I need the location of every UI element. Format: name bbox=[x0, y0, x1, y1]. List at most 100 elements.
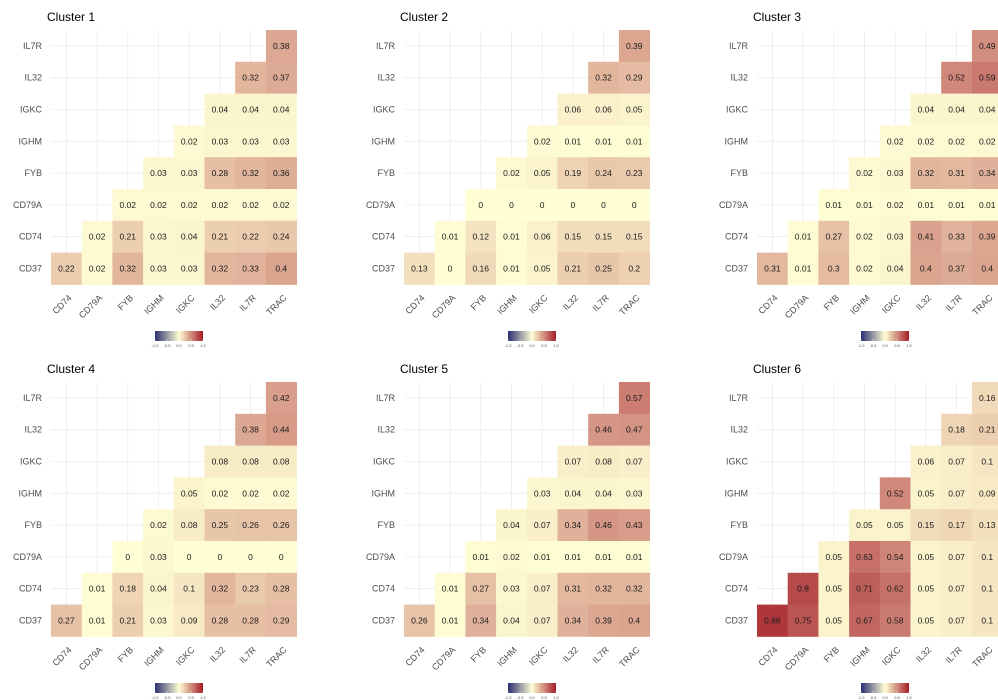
heatmap-cell bbox=[526, 604, 558, 637]
heatmap-cell bbox=[51, 604, 83, 637]
cell-value-label: 0.03 bbox=[887, 232, 904, 242]
heatmap-cell bbox=[910, 477, 942, 510]
heatmap-cell bbox=[618, 30, 650, 63]
heatmap-cell bbox=[910, 509, 942, 542]
cell-value-label: 0.02 bbox=[181, 136, 198, 146]
x-tick-label: IGHM bbox=[495, 645, 519, 669]
cell-value-label: 0.06 bbox=[918, 457, 935, 467]
cell-value-label: 0.17 bbox=[948, 520, 965, 530]
cell-value-label: 0.03 bbox=[242, 136, 259, 146]
heatmap-cell bbox=[235, 189, 267, 222]
y-tick-label: CD79A bbox=[719, 552, 748, 562]
x-tick-label: CD74 bbox=[403, 645, 426, 668]
heatmap-cell bbox=[143, 157, 175, 190]
heatmap-cell bbox=[618, 220, 650, 253]
cell-value-label: 0.52 bbox=[887, 488, 904, 498]
panel-title: Cluster 5 bbox=[400, 362, 448, 376]
cell-value-label: 0.02 bbox=[856, 264, 873, 274]
heatmap-cell bbox=[51, 252, 83, 285]
heatmap-cell bbox=[173, 477, 205, 510]
cell-value-label: 0.01 bbox=[626, 552, 643, 562]
cell-value-label: 0.06 bbox=[595, 105, 612, 115]
x-tick-label: IL32 bbox=[561, 645, 580, 664]
cell-value-label: 0.08 bbox=[242, 457, 259, 467]
cell-value-label: 0.05 bbox=[534, 168, 551, 178]
panel-title: Cluster 6 bbox=[753, 362, 801, 376]
heatmap-cell bbox=[204, 93, 236, 126]
x-tick-label: FYB bbox=[469, 293, 488, 312]
heatmap-cell bbox=[971, 382, 998, 415]
legend-tick-label: -0.5 bbox=[517, 695, 525, 700]
heatmap-cell bbox=[971, 157, 998, 190]
y-tick-label: IL7R bbox=[729, 41, 749, 51]
heatmap-cell bbox=[265, 30, 297, 63]
x-tick-label: TRAC bbox=[264, 292, 289, 317]
heatmap-cell bbox=[588, 541, 620, 574]
cell-value-label: 0.03 bbox=[150, 552, 167, 562]
cell-value-label: 0.34 bbox=[472, 616, 489, 626]
legend-tick-label: 0.5 bbox=[188, 695, 194, 700]
heatmap-cell bbox=[557, 541, 589, 574]
x-tick-label: FYB bbox=[116, 293, 135, 312]
heatmap-cell bbox=[818, 541, 850, 574]
heatmap-cell bbox=[526, 157, 558, 190]
cell-value-label: 0.23 bbox=[242, 584, 259, 594]
cell-value-label: 0.15 bbox=[595, 232, 612, 242]
heatmap-cell bbox=[235, 220, 267, 253]
heatmap-cell bbox=[618, 413, 650, 446]
heatmap-cell bbox=[941, 477, 973, 510]
heatmap-cell bbox=[235, 125, 267, 158]
cell-value-label: 0.02 bbox=[273, 200, 290, 210]
heatmap-cell bbox=[235, 252, 267, 285]
panel-title: Cluster 2 bbox=[400, 10, 448, 24]
color-legend: -1.0 -0.5 0.0 0.5 1.0 bbox=[858, 331, 913, 348]
heatmap-cell bbox=[971, 93, 998, 126]
legend-tick-label: -1.0 bbox=[152, 343, 160, 348]
cell-value-label: 0.33 bbox=[242, 264, 259, 274]
heatmap-cell bbox=[910, 157, 942, 190]
heatmap-cell bbox=[112, 541, 144, 574]
heatmap-cell bbox=[618, 382, 650, 415]
cell-value-label: 0.04 bbox=[273, 105, 290, 115]
cell-value-label: 0.04 bbox=[181, 232, 198, 242]
heatmap-cell bbox=[235, 509, 267, 542]
heatmap-cell bbox=[849, 252, 881, 285]
heatmap-cell bbox=[941, 61, 973, 94]
cell-value-label: 0.08 bbox=[273, 457, 290, 467]
cell-value-label: 0.02 bbox=[948, 136, 965, 146]
cell-value-label: 0.02 bbox=[181, 200, 198, 210]
heatmap-cell bbox=[204, 220, 236, 253]
y-tick-label: CD74 bbox=[19, 584, 42, 594]
x-tick-label: CD74 bbox=[50, 293, 73, 316]
cell-value-label: 0.3 bbox=[828, 264, 840, 274]
heatmap-cell bbox=[557, 189, 589, 222]
heatmap-cell bbox=[557, 477, 589, 510]
cell-value-label: 0.21 bbox=[119, 616, 136, 626]
x-tick-label: TRAC bbox=[617, 644, 642, 669]
heatmap-cell bbox=[879, 220, 911, 253]
cell-value-label: 0.04 bbox=[503, 520, 520, 530]
heatmap-cell bbox=[588, 220, 620, 253]
heatmap-cell bbox=[971, 572, 998, 605]
y-tick-label: IL7R bbox=[376, 41, 396, 51]
heatmap-cell bbox=[265, 604, 297, 637]
y-tick-label: CD37 bbox=[725, 264, 748, 274]
y-tick-label: IGKC bbox=[726, 457, 749, 467]
heatmap-cell bbox=[265, 157, 297, 190]
y-tick-label: IL32 bbox=[730, 73, 748, 83]
heatmap-cell bbox=[557, 445, 589, 478]
heatmap-cell bbox=[496, 220, 528, 253]
y-tick-label: FYB bbox=[24, 168, 42, 178]
x-tick-label: IGHM bbox=[848, 645, 872, 669]
y-tick-label: IGHM bbox=[372, 488, 396, 498]
heatmap-cell bbox=[143, 509, 175, 542]
cell-value-label: 0.24 bbox=[273, 232, 290, 242]
legend-tick-label: -0.5 bbox=[517, 343, 525, 348]
cell-value-label: 0.21 bbox=[565, 264, 582, 274]
heatmap-cell bbox=[465, 220, 497, 253]
cell-value-label: 0.15 bbox=[918, 520, 935, 530]
y-tick-label: CD37 bbox=[372, 616, 395, 626]
cell-value-label: 0.03 bbox=[181, 168, 198, 178]
cell-value-label: 0.63 bbox=[856, 552, 873, 562]
heatmap-cell bbox=[557, 220, 589, 253]
